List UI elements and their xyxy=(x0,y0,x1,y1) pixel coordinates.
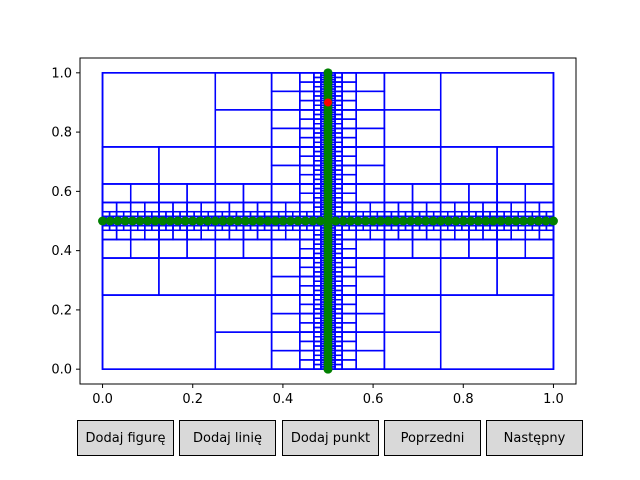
x-tick-label: 1.0 xyxy=(543,392,564,407)
next-button[interactable]: Następny xyxy=(486,420,583,456)
y-tick-label: 0.6 xyxy=(51,185,72,200)
data-point xyxy=(158,216,168,226)
data-point xyxy=(308,216,318,226)
data-point xyxy=(240,216,250,226)
axis-ticks: 0.0 0.2 0.4 0.6 0.8 1.0 0.0 0.2 0.4 0.6 0.8 1.0 xyxy=(51,66,563,407)
highlight-point xyxy=(324,98,332,107)
quadtree-cell xyxy=(439,72,555,148)
data-point xyxy=(466,216,476,226)
data-point xyxy=(511,216,521,226)
data-point xyxy=(225,216,235,226)
data-point xyxy=(353,216,363,226)
data-point xyxy=(398,216,408,226)
data-point xyxy=(391,216,401,226)
data-point xyxy=(285,216,295,226)
data-point xyxy=(248,216,258,226)
data-point xyxy=(338,216,348,226)
add-line-button[interactable]: Dodaj linię xyxy=(179,420,276,456)
data-point xyxy=(421,216,431,226)
data-point xyxy=(541,216,551,226)
data-point xyxy=(165,216,175,226)
data-point xyxy=(315,216,325,226)
data-point xyxy=(331,216,341,226)
data-point xyxy=(473,216,483,226)
data-point xyxy=(195,216,205,226)
data-point xyxy=(436,216,446,226)
data-point xyxy=(518,216,528,226)
data-point xyxy=(120,216,130,226)
y-tick-label: 0.0 xyxy=(51,363,72,378)
x-tick-label: 0.4 xyxy=(273,392,294,407)
data-point xyxy=(526,216,536,226)
data-point xyxy=(488,216,498,226)
data-point xyxy=(173,216,183,226)
data-point xyxy=(346,216,356,226)
y-tick-label: 1.0 xyxy=(51,66,72,81)
data-point xyxy=(368,216,378,226)
y-tick-label: 0.8 xyxy=(51,126,72,141)
data-point xyxy=(361,216,371,226)
data-point xyxy=(98,216,108,226)
x-tick-label: 0.8 xyxy=(453,392,474,407)
add-point-button[interactable]: Dodaj punkt xyxy=(282,420,379,456)
data-point xyxy=(481,216,491,226)
data-point xyxy=(496,216,506,226)
data-point xyxy=(188,216,198,226)
data-point xyxy=(255,216,265,226)
data-point xyxy=(270,216,280,226)
data-point xyxy=(300,216,310,226)
data-point xyxy=(413,216,423,226)
data-point xyxy=(458,216,468,226)
data-point xyxy=(428,216,438,226)
data-point xyxy=(376,216,386,226)
add-figure-button[interactable]: Dodaj figurę xyxy=(77,420,174,456)
data-point xyxy=(548,216,558,226)
y-tick-label: 0.2 xyxy=(51,303,72,318)
data-point xyxy=(533,216,543,226)
data-point xyxy=(113,216,123,226)
data-point xyxy=(443,216,453,226)
data-point xyxy=(406,216,416,226)
previous-button[interactable]: Poprzedni xyxy=(384,420,481,456)
data-point xyxy=(263,216,273,226)
data-point xyxy=(233,216,243,226)
data-point xyxy=(278,216,288,226)
y-tick-label: 0.4 xyxy=(51,244,72,259)
data-point xyxy=(323,68,333,78)
data-point xyxy=(150,216,160,226)
data-point xyxy=(218,216,228,226)
data-point xyxy=(143,216,153,226)
x-tick-label: 0.6 xyxy=(363,392,384,407)
data-point xyxy=(128,216,138,226)
data-point xyxy=(503,216,513,226)
data-point xyxy=(105,216,115,226)
data-point xyxy=(203,216,213,226)
data-point xyxy=(293,216,303,226)
data-point xyxy=(180,216,190,226)
x-tick-label: 0.2 xyxy=(182,392,203,407)
data-point xyxy=(383,216,393,226)
points-layer xyxy=(98,68,558,374)
x-tick-label: 0.0 xyxy=(92,392,113,407)
data-point xyxy=(451,216,461,226)
data-point xyxy=(210,216,220,226)
data-point xyxy=(135,216,145,226)
